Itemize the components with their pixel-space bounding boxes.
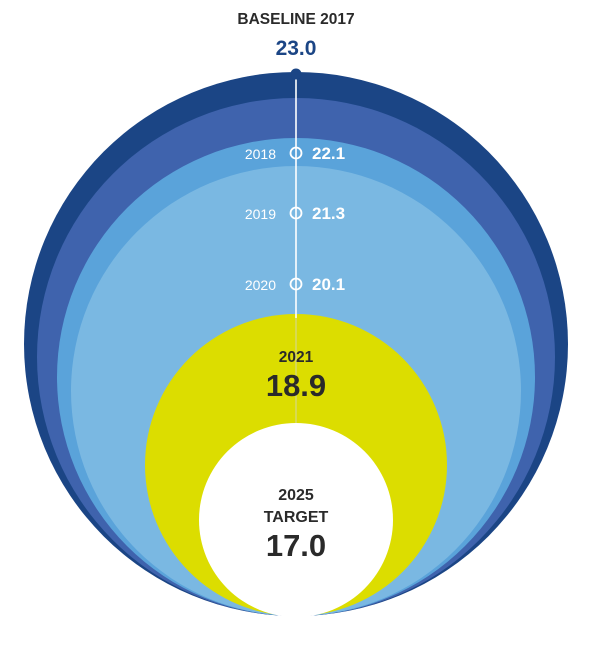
- value-label-2020: 20.1: [312, 275, 345, 294]
- marker-2019: [289, 206, 303, 220]
- year-label-2019: 2019: [245, 206, 276, 222]
- year-label-2025: 2025: [278, 487, 314, 504]
- baseline-marker: [290, 68, 302, 80]
- year-label-2020: 2020: [245, 277, 276, 293]
- marker-2020: [289, 277, 303, 291]
- target-label: TARGET: [264, 509, 329, 526]
- circle-target-2025: [199, 423, 393, 617]
- value-label-2021: 18.9: [266, 368, 326, 403]
- value-label-2018: 22.1: [312, 144, 345, 163]
- marker-2018: [289, 146, 303, 160]
- target-value: 17.0: [266, 528, 326, 563]
- value-label-2019: 21.3: [312, 204, 345, 223]
- baseline-value: 23.0: [276, 37, 317, 60]
- year-label-2021: 2021: [279, 349, 314, 366]
- baseline-label: BASELINE 2017: [237, 11, 354, 28]
- year-label-2018: 2018: [245, 146, 276, 162]
